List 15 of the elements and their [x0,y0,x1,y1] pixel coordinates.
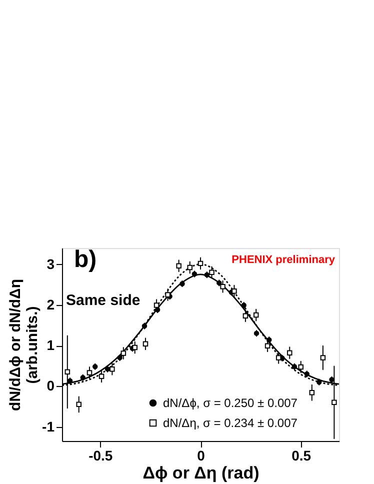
annotation: PHENIX preliminary [232,254,336,266]
y-tick-label: 0 [46,378,55,394]
y-tick-label: -1 [42,418,55,434]
legend-label: dN/Δϕ, σ = 0.250 ± 0.007 [163,396,298,410]
x-tick-label: -0.5 [88,448,113,464]
y-tick-label: 1 [46,337,55,354]
x-tick-label: 0.5 [292,448,312,464]
y-axis-title: dN/dΔϕ or dN/dΔη (arb.units.) [7,279,42,411]
annotation: Same side [66,292,140,309]
annotation: b) [74,246,97,273]
legend-label: dN/Δη, σ = 0.234 ± 0.007 [163,416,298,430]
x-tick-label: 0 [197,448,206,464]
y-tick-label: 3 [46,256,55,272]
x-axis-title: Δϕ or Δη (rad) [142,464,260,482]
y-tick-label: 2 [46,296,55,312]
